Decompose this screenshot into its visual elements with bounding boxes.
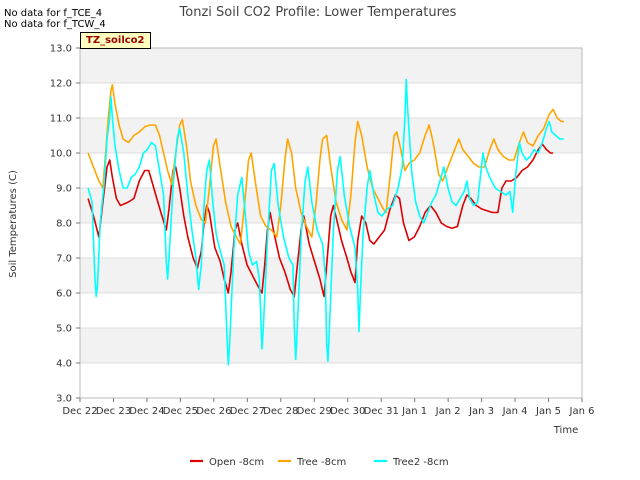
x-tick-label: Jan 4: [502, 406, 528, 417]
series-line-tree-8cm: [87, 84, 564, 245]
no-data-note: No data for f_TCW_4: [4, 19, 106, 30]
x-tick-label: Dec 25: [163, 406, 198, 417]
legend-label: Open -8cm: [209, 457, 264, 468]
no-data-notes: No data for f_TCE_4 No data for f_TCW_4: [4, 8, 106, 30]
legend-label: Tree -8cm: [296, 457, 346, 468]
grid-band: [80, 83, 582, 118]
y-axis-ticks: 3.0 4.0 5.0 6.0 7.0 8.0 9.0 10.0 11.0 12.0 13.0: [50, 44, 80, 405]
x-tick-label: Dec 29: [297, 406, 332, 417]
y-tick-label: 6.0: [56, 289, 72, 300]
legend: Open -8cm Tree -8cm Tree2 -8cm: [190, 457, 449, 468]
legend-label: Tree2 -8cm: [392, 457, 449, 468]
x-tick-label: Jan 2: [435, 406, 461, 417]
x-tick-label: Dec 23: [96, 406, 131, 417]
x-tick-label: Dec 31: [364, 406, 399, 417]
x-tick-label: Jan 5: [535, 406, 561, 417]
series-lines: [87, 78, 564, 366]
y-tick-label: 10.0: [50, 149, 72, 160]
y-tick-label: 9.0: [56, 184, 72, 195]
x-tick-label: Dec 26: [196, 406, 231, 417]
y-tick-label: 11.0: [50, 114, 72, 125]
x-tick-label: Jan 1: [401, 406, 427, 417]
y-axis-label: Soil Temperatures (C): [8, 170, 19, 278]
no-data-note: No data for f_TCE_4: [4, 8, 103, 19]
grid-band: [80, 118, 582, 153]
chart-title: Tonzi Soil CO2 Profile: Lower Temperatur…: [179, 5, 457, 20]
series-line-tree2-8cm: [87, 78, 564, 366]
x-axis-label: Time: [553, 425, 578, 436]
grid-band: [80, 328, 582, 363]
grid-band: [80, 363, 582, 398]
y-tick-label: 8.0: [56, 219, 72, 230]
y-tick-label: 13.0: [50, 44, 72, 55]
y-tick-label: 7.0: [56, 254, 72, 265]
x-tick-label: Dec 22: [62, 406, 97, 417]
x-tick-label: Jan 6: [569, 406, 595, 417]
site-badge: TZ_soilco2: [80, 32, 151, 49]
y-tick-label: 12.0: [50, 79, 72, 90]
grid-band: [80, 223, 582, 258]
y-tick-label: 3.0: [56, 394, 72, 405]
y-tick-label: 4.0: [56, 359, 72, 370]
y-tick-label: 5.0: [56, 324, 72, 335]
x-tick-label: Dec 27: [230, 406, 265, 417]
x-tick-label: Dec 28: [263, 406, 298, 417]
x-tick-label: Jan 3: [468, 406, 494, 417]
x-tick-label: Dec 24: [129, 406, 164, 417]
x-tick-label: Dec 30: [330, 406, 365, 417]
grid-band: [80, 48, 582, 83]
